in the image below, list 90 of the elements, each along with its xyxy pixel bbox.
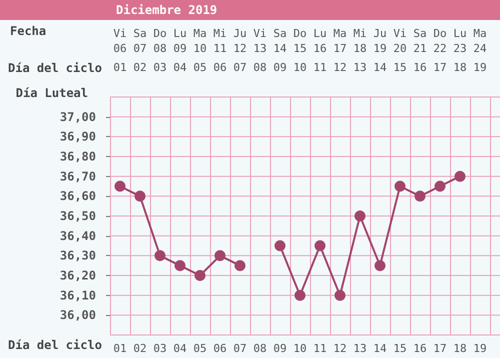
point xyxy=(354,210,366,222)
x-tick-label: 02 xyxy=(133,342,147,355)
category-label: 10 xyxy=(293,61,307,74)
point xyxy=(334,290,346,301)
point xyxy=(214,250,226,262)
chart-title: Diciembre 2019 xyxy=(116,3,218,17)
x-axis-title: Día del ciclo xyxy=(8,338,102,352)
x-tick-label: 17 xyxy=(433,342,447,355)
point xyxy=(274,240,286,252)
category-label: 01 xyxy=(113,61,127,74)
category-label: 13 xyxy=(353,61,367,74)
x-tick-label: 15 xyxy=(393,342,407,355)
point xyxy=(414,190,426,202)
x-tick-label: 03 xyxy=(153,342,167,355)
y-tick-label: 36,50 xyxy=(60,209,96,223)
category-label: 15 xyxy=(393,61,407,74)
point xyxy=(374,260,386,272)
y-tick-label: 36,60 xyxy=(60,189,96,204)
point xyxy=(114,180,126,192)
text: Sa 14 xyxy=(273,27,287,55)
y-tick-label: 36,00 xyxy=(60,308,96,322)
text: Sa 07 xyxy=(133,27,147,55)
text: Fecha xyxy=(10,24,46,38)
text: Vi 13 xyxy=(253,27,267,55)
text: Ma 10 xyxy=(193,27,207,55)
text: Lu 09 xyxy=(173,27,187,55)
text: Do 15 xyxy=(293,27,307,55)
category-label: 02 xyxy=(133,61,147,74)
y-tick-label: 36,90 xyxy=(60,130,96,144)
category-label: 14 xyxy=(373,61,387,74)
point xyxy=(174,260,186,272)
x-tick-label: 06 xyxy=(213,342,227,355)
x-tick-label: 16 xyxy=(413,342,427,355)
text: Do 08 xyxy=(153,27,167,55)
point xyxy=(134,190,146,202)
category-label: 04 xyxy=(173,61,187,74)
point xyxy=(434,180,446,192)
x-tick-label: 10 xyxy=(293,342,307,355)
text: Ma 24 xyxy=(473,27,487,55)
category-label: 03 xyxy=(153,61,167,74)
category-label: 16 xyxy=(413,61,427,74)
text: Lu 16 xyxy=(313,27,327,55)
y-tick-label: 36,10 xyxy=(60,288,96,302)
point xyxy=(154,250,166,262)
point xyxy=(394,180,406,192)
y-tick-label: 36,40 xyxy=(60,228,96,243)
y-tick-label: 36,20 xyxy=(60,268,96,282)
point xyxy=(314,240,326,252)
point xyxy=(194,270,206,281)
x-tick-label: 12 xyxy=(333,342,347,355)
text: Ju 12 xyxy=(233,27,247,55)
y-tick-label: 36,70 xyxy=(60,169,96,184)
x-tick-label: 05 xyxy=(193,342,207,355)
x-tick-label: 13 xyxy=(353,342,367,355)
x-tick-label: 07 xyxy=(233,342,247,355)
point xyxy=(294,290,306,301)
category-label: 18 xyxy=(453,61,467,74)
category-label: 06 xyxy=(213,61,227,74)
y-tick-label: 36,80 xyxy=(60,150,96,164)
text: Mi 18 xyxy=(353,27,367,55)
text: Ma 17 xyxy=(333,27,347,55)
text: Lu 23 xyxy=(453,27,467,55)
x-tick-label: 09 xyxy=(273,342,287,355)
x-tick-label: 14 xyxy=(373,342,387,355)
category-label: 19 xyxy=(473,61,487,74)
text: Mi 11 xyxy=(213,27,227,55)
point xyxy=(234,260,246,272)
x-tick-label: 04 xyxy=(173,342,187,355)
y-tick-label: 37,00 xyxy=(60,110,96,124)
x-tick-label: 01 xyxy=(113,342,127,355)
x-tick-label: 18 xyxy=(453,342,467,355)
category-label: 09 xyxy=(273,61,287,74)
category-label: 08 xyxy=(253,61,267,74)
category-label: 07 xyxy=(233,61,247,74)
category-label: 11 xyxy=(313,61,327,74)
category-label: 17 xyxy=(433,61,447,74)
text: Vi 20 xyxy=(393,27,407,55)
x-tick-label: 19 xyxy=(473,342,487,355)
x-tick-label: 11 xyxy=(313,342,327,355)
text: Do 22 xyxy=(433,27,447,55)
category-label: 05 xyxy=(193,61,207,74)
text: Vi 06 xyxy=(113,27,127,55)
text: Ju 19 xyxy=(373,27,387,55)
x-tick-label: 08 xyxy=(253,342,267,355)
y-axis-title: Día Luteal xyxy=(16,86,88,100)
text: Sa 21 xyxy=(413,27,427,55)
category-label: 12 xyxy=(333,61,347,74)
text: Día del ciclo xyxy=(8,61,102,75)
point xyxy=(454,170,466,182)
y-tick-label: 36,30 xyxy=(60,248,96,263)
